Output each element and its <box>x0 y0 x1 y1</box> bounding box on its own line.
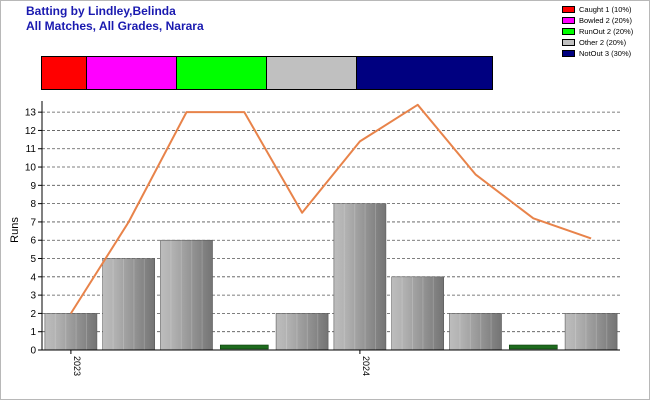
bar <box>391 276 445 351</box>
chart-title-line2: All Matches, All Grades, Narara <box>26 19 204 33</box>
distribution-segment-runout <box>177 57 267 89</box>
bar <box>333 203 387 351</box>
y-tick-label: 9 <box>30 181 36 192</box>
y-tick-label: 13 <box>25 108 37 119</box>
trend-line <box>70 103 592 314</box>
legend-swatch <box>562 28 575 35</box>
bar <box>275 313 329 351</box>
bar <box>564 313 618 351</box>
bar <box>102 258 156 351</box>
bar-zero <box>508 344 558 350</box>
legend-swatch <box>562 6 575 13</box>
legend-label: Other 2 (20%) <box>579 38 627 47</box>
distribution-segment-other <box>267 57 357 89</box>
distribution-segment-notout <box>357 57 492 89</box>
y-tick-label: 12 <box>25 126 37 137</box>
trend-polyline <box>70 103 592 314</box>
distribution-segment-bowled <box>87 57 177 89</box>
distribution-segment-caught <box>42 57 87 89</box>
legend-label: NotOut 3 (30%) <box>579 49 632 58</box>
legend-label: RunOut 2 (20%) <box>579 27 634 36</box>
y-tick-label: 1 <box>30 327 36 338</box>
y-tick-label: 0 <box>30 346 36 357</box>
x-tick-label: 2024 <box>361 356 371 376</box>
x-tick-label: 2023 <box>72 356 82 376</box>
legend-item: Other 2 (20%) <box>562 37 633 48</box>
y-tick-label: 11 <box>26 144 37 155</box>
y-tick-label: 5 <box>30 254 36 265</box>
legend-swatch <box>562 39 575 46</box>
y-tick-label: 4 <box>30 272 36 283</box>
y-tick-label: 8 <box>30 199 36 210</box>
y-tick-label: 10 <box>25 163 37 174</box>
legend-swatch <box>562 50 575 57</box>
bar <box>449 313 502 351</box>
dismissal-distribution-bar <box>41 56 493 90</box>
y-tick-label: 2 <box>30 309 36 320</box>
legend-item: RunOut 2 (20%) <box>562 26 633 37</box>
legend-item: Caught 1 (10%) <box>562 4 633 15</box>
bar <box>44 313 98 351</box>
legend: Caught 1 (10%) Bowled 2 (20%) RunOut 2 (20… <box>562 4 633 59</box>
legend-label: Caught 1 (10%) <box>579 5 632 14</box>
legend-item: Bowled 2 (20%) <box>562 15 633 26</box>
y-tick-label: 3 <box>30 291 36 302</box>
bars <box>44 203 618 351</box>
bar-zero <box>219 344 269 350</box>
legend-swatch <box>562 17 575 24</box>
chart-title-line1: Batting by Lindley,Belinda <box>26 4 176 18</box>
bar <box>160 239 213 351</box>
y-tick-label: 6 <box>30 236 36 247</box>
legend-item: NotOut 3 (30%) <box>562 48 633 59</box>
y-axis-label: Runs <box>9 217 21 243</box>
legend-label: Bowled 2 (20%) <box>579 16 632 25</box>
y-tick-label: 7 <box>30 217 36 228</box>
